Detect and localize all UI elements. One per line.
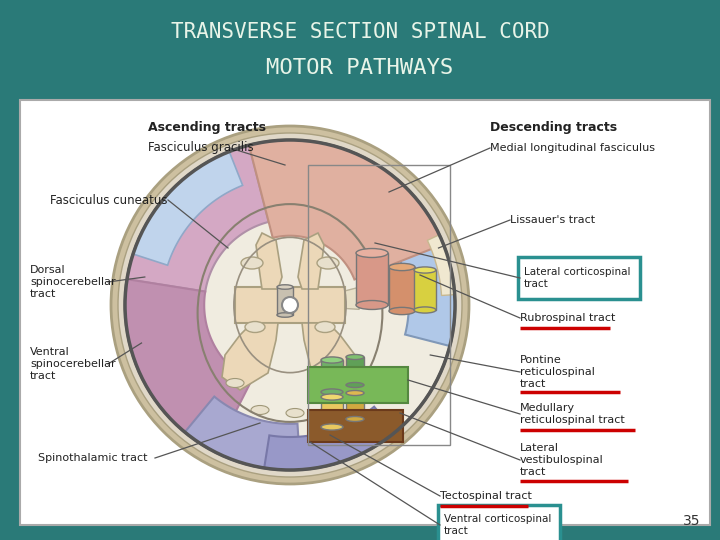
Circle shape (282, 297, 298, 313)
Text: spinocerebellar: spinocerebellar (30, 359, 116, 369)
Polygon shape (256, 233, 282, 289)
Text: Descending tracts: Descending tracts (490, 122, 617, 134)
Polygon shape (185, 396, 300, 470)
Ellipse shape (111, 126, 469, 484)
Text: spinocerebellar: spinocerebellar (30, 277, 116, 287)
Text: Fasciculus gracilis: Fasciculus gracilis (148, 141, 253, 154)
Text: MOTOR PATHWAYS: MOTOR PATHWAYS (266, 58, 454, 78)
Ellipse shape (356, 301, 388, 309)
Bar (321, 360, 343, 392)
Text: Medial longitudinal fasciculus: Medial longitudinal fasciculus (490, 143, 655, 153)
Text: Dorsal: Dorsal (30, 265, 66, 275)
Bar (346, 393, 364, 419)
Polygon shape (125, 279, 251, 452)
Text: 35: 35 (683, 514, 700, 528)
Polygon shape (298, 233, 324, 289)
Text: TRANSVERSE SECTION SPINAL CORD: TRANSVERSE SECTION SPINAL CORD (171, 22, 549, 42)
Ellipse shape (346, 354, 364, 360)
Ellipse shape (341, 379, 359, 388)
Ellipse shape (389, 307, 415, 315)
Text: Ventral: Ventral (30, 347, 70, 357)
Ellipse shape (346, 416, 364, 422)
Text: reticulospinal: reticulospinal (520, 367, 595, 377)
Ellipse shape (414, 267, 436, 273)
Bar (308, 410, 403, 442)
Polygon shape (127, 145, 269, 292)
Text: vestibulospinal: vestibulospinal (520, 455, 604, 465)
Text: tract: tract (30, 371, 56, 381)
Ellipse shape (321, 406, 339, 415)
Text: tract: tract (520, 467, 546, 477)
Ellipse shape (245, 321, 265, 333)
Ellipse shape (277, 285, 293, 289)
Bar (389, 267, 415, 311)
Text: Pontine: Pontine (520, 355, 562, 365)
Bar (321, 397, 343, 427)
Text: Tectospinal tract: Tectospinal tract (440, 491, 532, 501)
Text: Lateral corticospinal
tract: Lateral corticospinal tract (524, 267, 631, 289)
FancyBboxPatch shape (518, 257, 640, 299)
Text: tract: tract (520, 379, 546, 389)
Polygon shape (338, 288, 359, 309)
Polygon shape (133, 152, 243, 265)
Bar (235, 287, 345, 323)
Bar (356, 253, 388, 305)
FancyBboxPatch shape (20, 100, 710, 525)
Text: Rubrospinal tract: Rubrospinal tract (520, 313, 616, 323)
Ellipse shape (321, 357, 343, 363)
Ellipse shape (315, 321, 335, 333)
Ellipse shape (241, 257, 263, 269)
Ellipse shape (251, 406, 269, 415)
Text: reticulospinal tract: reticulospinal tract (520, 415, 625, 425)
Bar (346, 357, 364, 385)
Polygon shape (264, 407, 395, 470)
Polygon shape (302, 323, 358, 390)
Polygon shape (396, 230, 455, 346)
Polygon shape (249, 140, 444, 280)
Text: Fasciculus cuneatus: Fasciculus cuneatus (50, 193, 168, 206)
Ellipse shape (389, 264, 415, 271)
Ellipse shape (321, 424, 343, 430)
Text: tract: tract (30, 289, 56, 299)
Ellipse shape (346, 390, 364, 395)
Text: Ascending tracts: Ascending tracts (148, 122, 266, 134)
Polygon shape (428, 235, 454, 295)
Bar (308, 367, 408, 403)
Bar (308, 165, 450, 445)
Bar (414, 270, 436, 310)
Ellipse shape (321, 389, 343, 395)
Bar (277, 287, 293, 315)
FancyBboxPatch shape (438, 505, 560, 540)
Text: Lissauer's tract: Lissauer's tract (510, 215, 595, 225)
Ellipse shape (414, 307, 436, 313)
Text: Medullary: Medullary (520, 403, 575, 413)
Text: Ventral corticospinal
tract: Ventral corticospinal tract (444, 514, 552, 536)
Ellipse shape (321, 394, 343, 400)
Polygon shape (222, 323, 278, 390)
Ellipse shape (277, 313, 293, 317)
Text: Lateral: Lateral (520, 443, 559, 453)
Ellipse shape (118, 133, 462, 477)
Ellipse shape (125, 140, 455, 470)
Ellipse shape (226, 379, 244, 388)
Text: Spinothalamic tract: Spinothalamic tract (38, 453, 148, 463)
Ellipse shape (286, 408, 304, 417)
Ellipse shape (346, 382, 364, 388)
Ellipse shape (317, 257, 339, 269)
Ellipse shape (356, 248, 388, 258)
